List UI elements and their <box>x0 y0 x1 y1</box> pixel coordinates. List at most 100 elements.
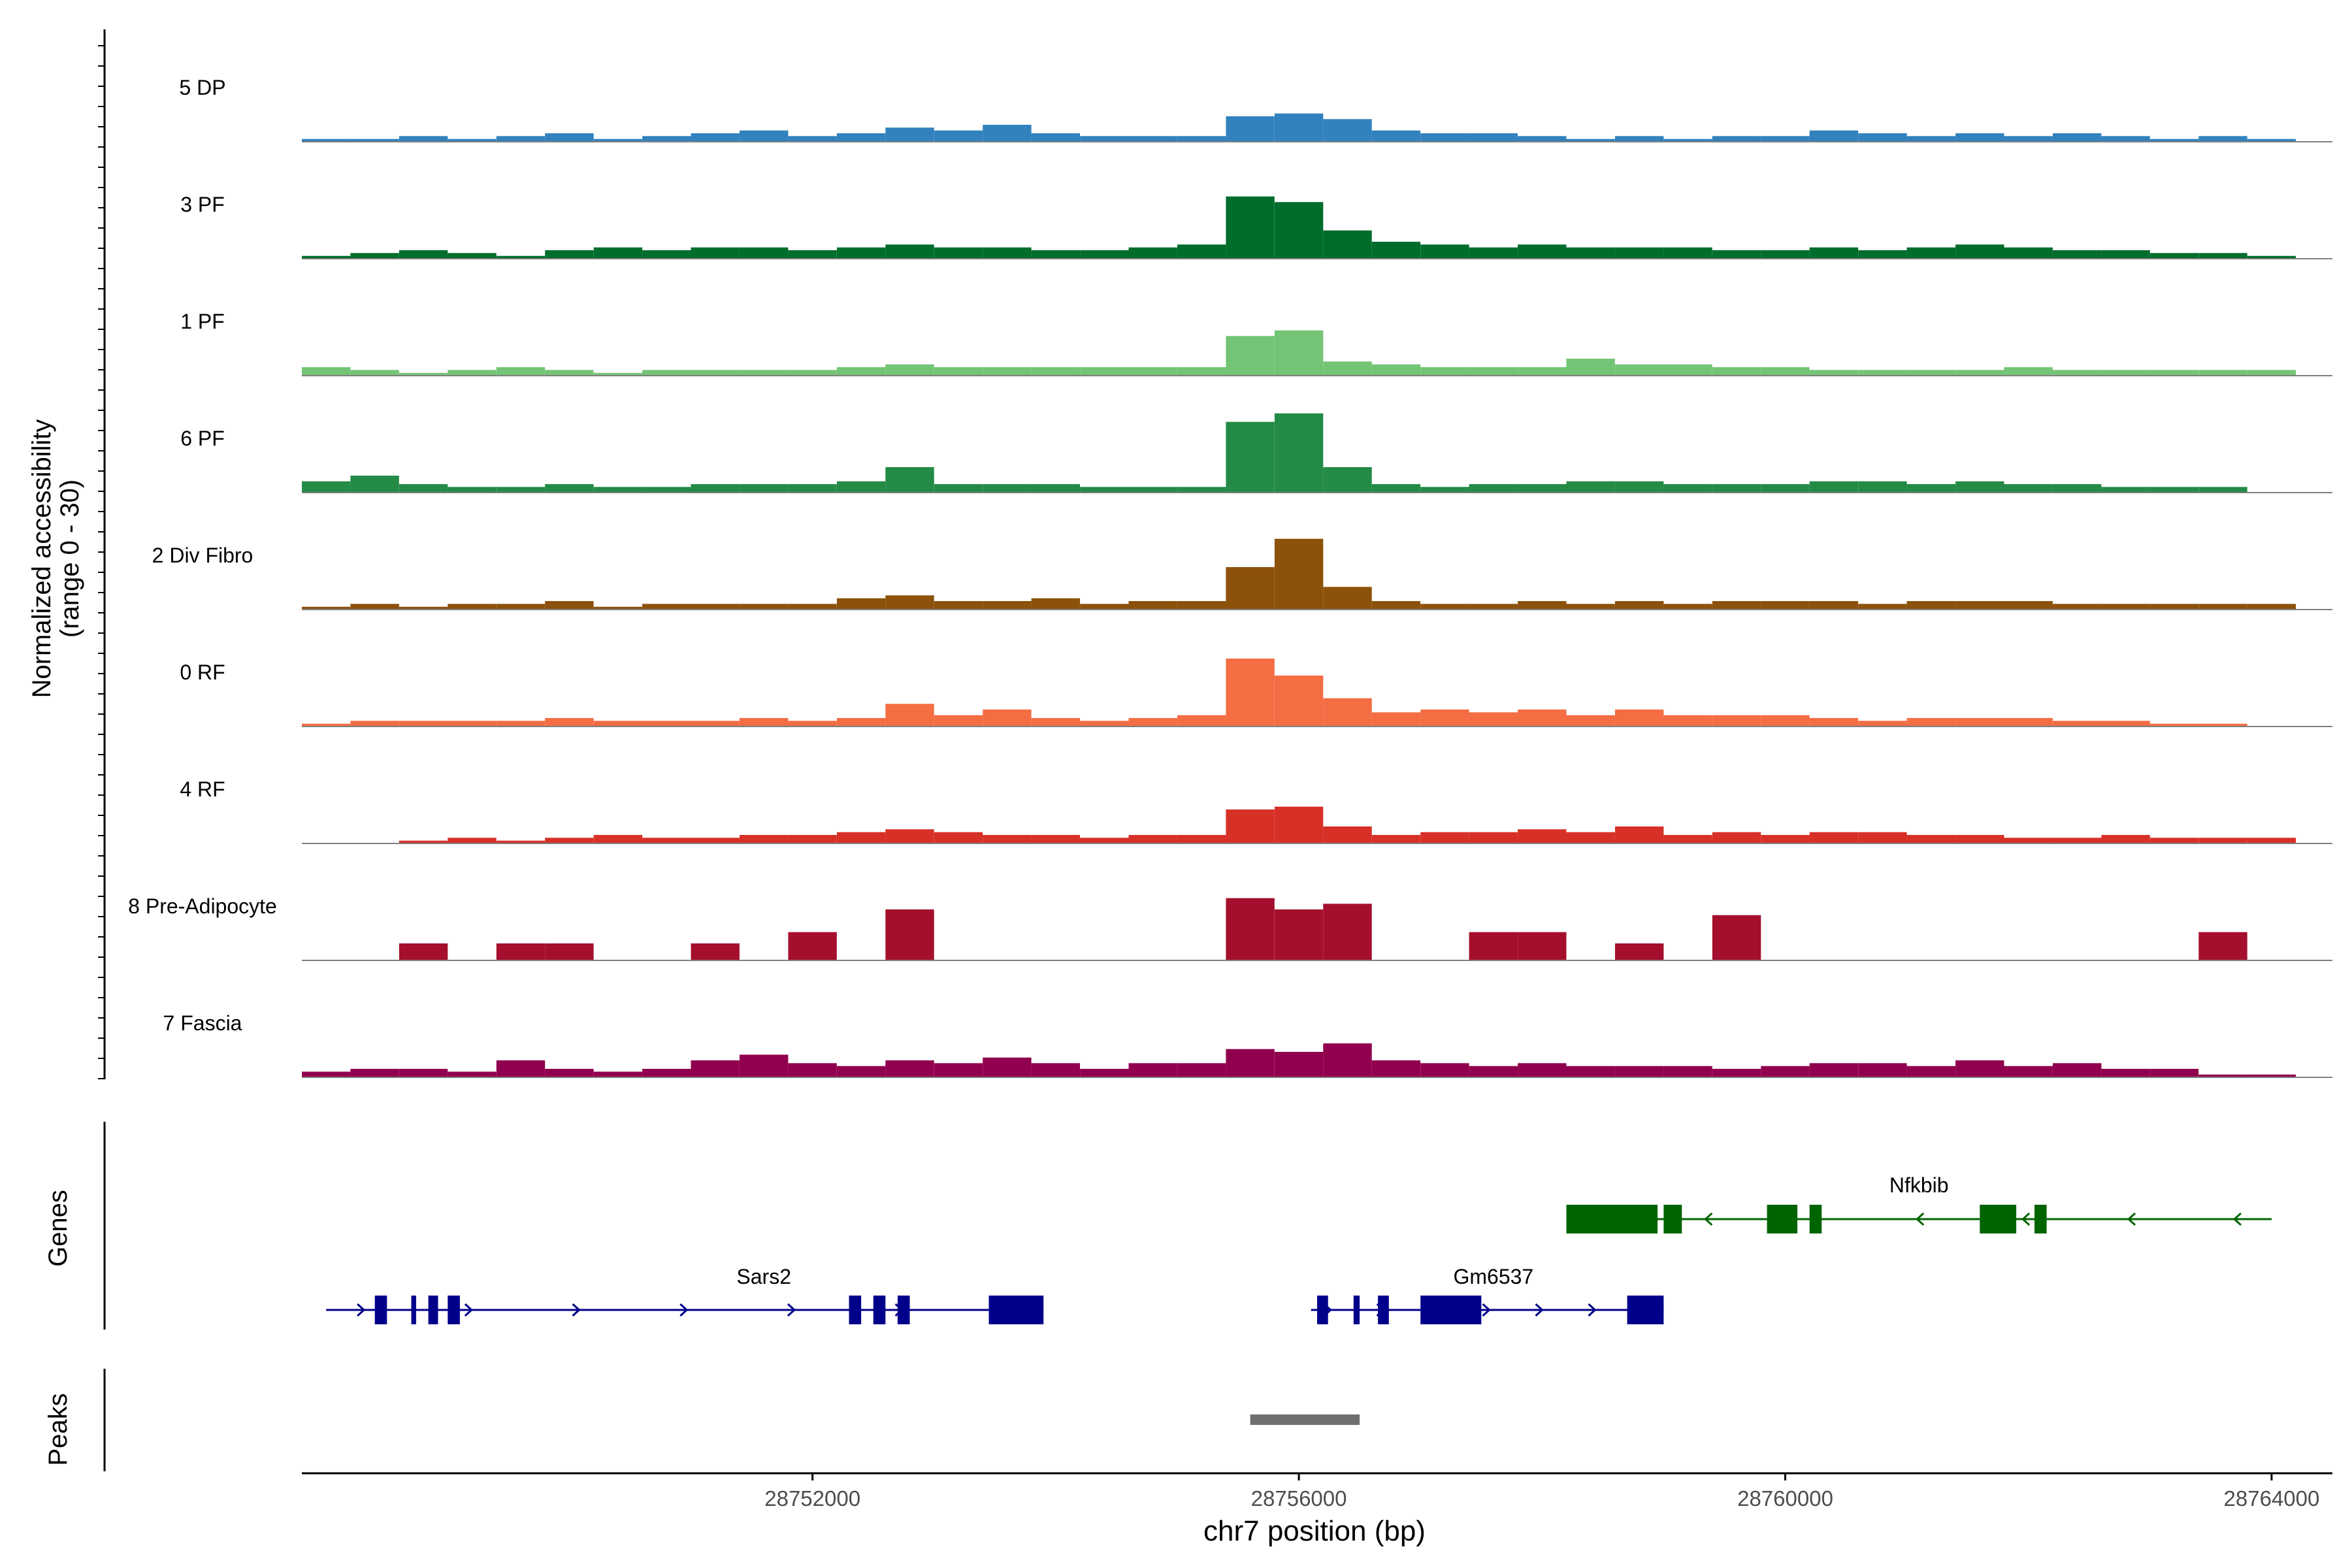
coverage-bar: 5 DP: 28756400 = 8 <box>1323 119 1372 142</box>
coverage-bar: 4 RF: 28758000 = 5 <box>1518 829 1567 843</box>
coverage-bar: 7 Fascia: 28749600 = 6 <box>496 1060 546 1077</box>
coverage-bar: 5 DP: 28762800 = 2 <box>2101 136 2150 142</box>
coverage-bar: 6 PF: 28758400 = 4 <box>1566 481 1615 493</box>
coverage-bar: 1 PF: 28760000 = 3 <box>1761 367 1810 376</box>
coverage-bar: 3 PF: 28748400 = 2 <box>350 253 399 259</box>
coverage-bar: 0 RF: 28762800 = 2 <box>2101 721 2150 727</box>
coverage-bar: 3 PF: 28748000 = 1 <box>302 255 351 259</box>
coverage-bar: 6 PF: 28750800 = 2 <box>642 487 691 493</box>
coverage-bar: 4 RF: 28759600 = 4 <box>1712 832 1761 843</box>
exon-block <box>1378 1296 1389 1324</box>
coverage-bar: 0 RF: 28749200 = 2 <box>448 721 497 727</box>
y-axis-label-range: (range 0 - 30) <box>56 480 84 638</box>
coverage-bar: 7 Fascia: 28751200 = 6 <box>691 1060 740 1077</box>
coverage-bar: 1 PF: 28762800 = 2 <box>2101 370 2150 376</box>
coverage-bar: 5 DP: 28761200 = 2 <box>1906 136 1955 142</box>
coverage-bar: 6 PF: 28756000 = 28 <box>1274 413 1324 493</box>
strand-arrow <box>1482 1303 1491 1317</box>
strand-arrow <box>787 1303 796 1317</box>
coverage-bar: 2 Div Fibro: 28758800 = 3 <box>1615 601 1664 610</box>
coverage-bar: 4 RF: 28748800 = 1 <box>399 840 448 843</box>
gene-name-label: Gm6537 <box>1453 1265 1533 1288</box>
coverage-bar: 5 DP: 28753600 = 6 <box>983 125 1032 142</box>
coverage-bar: 4 RF: 28755200 = 3 <box>1177 835 1226 843</box>
coverage-bar: 4 RF: 28750000 = 2 <box>545 838 594 843</box>
coverage-bar: 1 PF: 28758800 = 4 <box>1615 364 1664 376</box>
coverage-bar: 3 PF: 28764000 = 1 <box>2247 255 2296 259</box>
exon-block <box>1663 1205 1682 1233</box>
coverage-bar: 2 Div Fibro: 28762800 = 2 <box>2101 604 2150 610</box>
coverage-bar: 6 PF: 28755200 = 2 <box>1177 487 1226 493</box>
coverage-bar: 5 DP: 28748800 = 2 <box>399 136 448 142</box>
coverage-bar: 5 DP: 28751600 = 4 <box>740 130 789 142</box>
coverage-bar: 2 Div Fibro: 28757600 = 2 <box>1469 604 1518 610</box>
coverage-bar: 5 DP: 28763600 = 2 <box>2198 136 2247 142</box>
coverage-bar: 2 Div Fibro: 28753600 = 3 <box>983 601 1032 610</box>
coverage-bar: 3 PF: 28762800 = 3 <box>2101 250 2150 259</box>
coverage-bar: 3 PF: 28748800 = 3 <box>399 250 448 259</box>
coverage-bar: 0 RF: 28751600 = 3 <box>740 718 789 727</box>
coverage-bar: 3 PF: 28761200 = 4 <box>1906 247 1955 259</box>
coverage-bar: 3 PF: 28763200 = 2 <box>2149 253 2199 259</box>
coverage-bar: 6 PF: 28760400 = 4 <box>1809 481 1859 493</box>
coverage-bar: 1 PF: 28748000 = 3 <box>302 367 351 376</box>
coverage-bar: 0 RF: 28754000 = 3 <box>1031 718 1080 727</box>
coverage-bar: 1 PF: 28754000 = 3 <box>1031 367 1080 376</box>
exon-block <box>428 1296 438 1324</box>
coverage-bar: 3 PF: 28760800 = 3 <box>1858 250 1907 259</box>
coverage-bar: 0 RF: 28750800 = 2 <box>642 721 691 727</box>
coverage-bar: 3 PF: 28749600 = 1 <box>496 255 546 259</box>
strand-arrow <box>679 1303 689 1317</box>
coverage-bar: 3 PF: 28750800 = 3 <box>642 250 691 259</box>
coverage-bar: 6 PF: 28763600 = 2 <box>2198 487 2247 493</box>
coverage-bar: 1 PF: 28756000 = 16 <box>1274 330 1324 376</box>
coverage-bar: 1 PF: 28762000 = 3 <box>2004 367 2053 376</box>
coverage-bar: 5 DP: 28762000 = 2 <box>2004 136 2053 142</box>
coverage-bar: 1 PF: 28756400 = 5 <box>1323 361 1372 376</box>
coverage-bar: 4 RF: 28760000 = 3 <box>1761 835 1810 843</box>
coverage-bar: 4 RF: 28750800 = 2 <box>642 838 691 843</box>
track-label: 4 RF <box>180 777 225 801</box>
coverage-bar: 4 RF: 28757600 = 4 <box>1469 832 1518 843</box>
coverage-track: 2 Div Fibro2 Div Fibro: 28748000 = 12 Di… <box>152 538 2332 610</box>
coverage-bar: 7 Fascia: 28757600 = 4 <box>1469 1066 1518 1077</box>
coverage-bar: 7 Fascia: 28752400 = 4 <box>836 1066 886 1077</box>
coverage-bar: 7 Fascia: 28752800 = 6 <box>885 1060 934 1077</box>
coverage-bar: 2 Div Fibro: 28761600 = 3 <box>1955 601 2004 610</box>
coverage-bar: 6 PF: 28760800 = 4 <box>1858 481 1907 493</box>
coverage-bar: 6 PF: 28758000 = 3 <box>1518 484 1567 493</box>
coverage-bar: 7 Fascia: 28754800 = 5 <box>1128 1063 1177 1077</box>
coverage-bar: 7 Fascia: 28762000 = 4 <box>2004 1066 2053 1077</box>
coverage-bar: 6 PF: 28756400 = 9 <box>1323 467 1372 493</box>
coverage-bar: 4 RF: 28761600 = 3 <box>1955 835 2004 843</box>
coverage-bar: 2 Div Fibro: 28758000 = 3 <box>1518 601 1567 610</box>
gene-model: Sars2 <box>326 1265 1044 1324</box>
coverage-bar: 3 PF: 28759200 = 4 <box>1663 247 1712 259</box>
coverage-bar: 2 Div Fibro: 28751200 = 2 <box>691 604 740 610</box>
coverage-bar: 0 RF: 28762000 = 3 <box>2004 718 2053 727</box>
coverage-bar: 5 DP: 28748000 = 1 <box>302 139 351 142</box>
coverage-bar: 7 Fascia: 28755200 = 5 <box>1177 1063 1226 1077</box>
exon-block <box>1980 1205 2017 1233</box>
coverage-bar: 2 Div Fibro: 28755200 = 3 <box>1177 601 1226 610</box>
coverage-bar: 1 PF: 28757600 = 3 <box>1469 367 1518 376</box>
exon-block <box>411 1296 416 1324</box>
exon-block <box>1627 1296 1664 1324</box>
coverage-bar: 5 DP: 28754000 = 3 <box>1031 133 1080 142</box>
coverage-bar: 0 RF: 28752800 = 8 <box>885 704 934 727</box>
coverage-bar: 2 Div Fibro: 28751600 = 2 <box>740 604 789 610</box>
coverage-bar: 8 Pre-Adipocyte: 28752800 = 18 <box>885 909 934 960</box>
coverage-bar: 4 RF: 28752800 = 5 <box>885 829 934 843</box>
coverage-bar: 8 Pre-Adipocyte: 28759600 = 16 <box>1712 915 1761 960</box>
coverage-bar: 1 PF: 28749200 = 2 <box>448 370 497 376</box>
coverage-bar: 0 RF: 28748400 = 2 <box>350 721 399 727</box>
coverage-bar: 8 Pre-Adipocyte: 28749600 = 6 <box>496 943 546 960</box>
coverage-bar: 2 Div Fibro: 28754400 = 2 <box>1080 604 1129 610</box>
coverage-bar: 1 PF: 28752400 = 3 <box>836 367 886 376</box>
coverage-bar: 1 PF: 28753200 = 3 <box>934 367 983 376</box>
coverage-bar: 8 Pre-Adipocyte: 28751200 = 6 <box>691 943 740 960</box>
coverage-bar: 0 RF: 28763200 = 1 <box>2149 723 2199 727</box>
strand-arrow <box>2127 1212 2136 1226</box>
coverage-bar: 2 Div Fibro: 28762000 = 3 <box>2004 601 2053 610</box>
coverage-bar: 7 Fascia: 28761200 = 4 <box>1906 1066 1955 1077</box>
